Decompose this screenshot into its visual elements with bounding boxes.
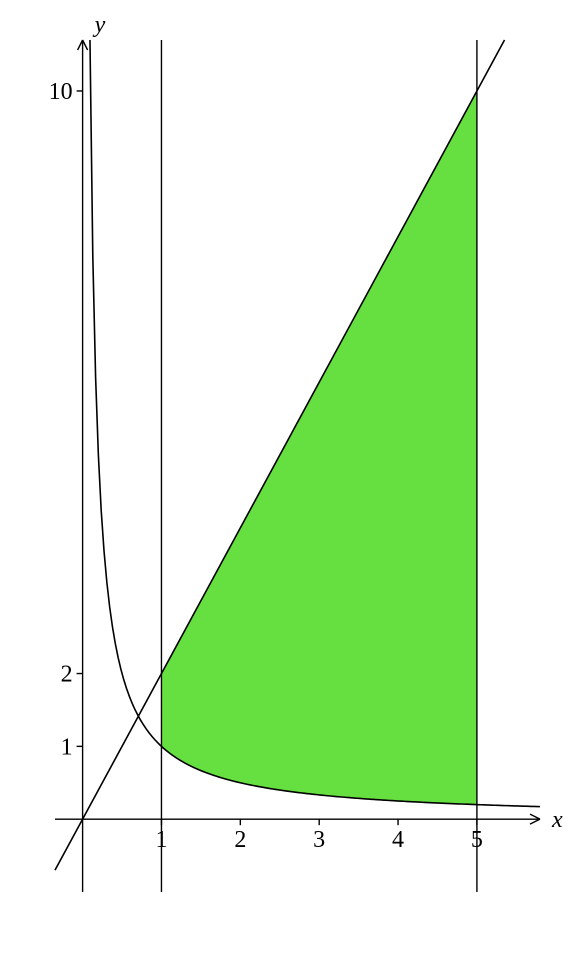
x-tick-label: 2: [234, 827, 246, 853]
x-tick-label: 5: [471, 827, 483, 853]
y-tick-label: 2: [61, 662, 73, 688]
x-tick-label: 3: [313, 827, 325, 853]
x-tick-label: 1: [155, 827, 167, 853]
plot-area: 1 2 3 4 5 1 2 10 x y: [0, 0, 569, 968]
y-tick-label: 1: [61, 734, 73, 760]
math-plot: 1 2 3 4 5 1 2 10 x y: [0, 0, 569, 968]
x-tick-label: 4: [392, 827, 404, 853]
x-axis-label: x: [551, 807, 563, 833]
y-axis-label: y: [93, 12, 106, 38]
y-tick-label: 10: [49, 79, 73, 105]
